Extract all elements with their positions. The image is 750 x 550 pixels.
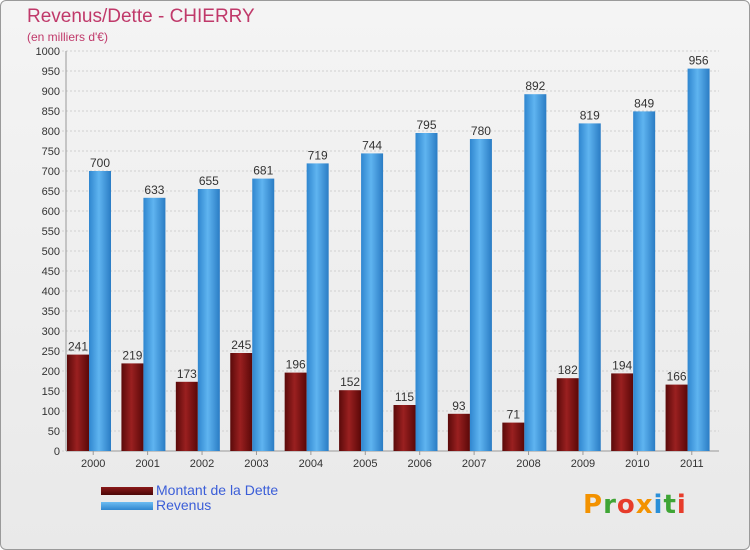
data-label-revenus: 681	[253, 164, 273, 178]
data-label-revenus: 956	[689, 54, 709, 68]
legend-swatch-revenus	[101, 502, 153, 510]
bar-revenus	[361, 153, 384, 451]
data-label-revenus: 795	[416, 118, 436, 132]
y-tick-label: 300	[42, 326, 60, 338]
data-label-revenus: 744	[362, 138, 382, 152]
data-label-dette: 196	[286, 358, 306, 372]
logo-letter: i	[653, 490, 664, 520]
y-tick-label: 1000	[36, 46, 60, 58]
data-label-dette: 182	[558, 363, 578, 377]
x-tick-label: 2002	[190, 458, 214, 470]
x-tick-label: 2006	[407, 458, 431, 470]
data-label-dette: 194	[612, 358, 632, 372]
chart-subtitle: (en milliers d'€)	[27, 30, 108, 44]
data-label-revenus: 655	[199, 174, 219, 188]
bar-revenus	[469, 139, 492, 451]
data-label-dette: 245	[231, 338, 251, 352]
legend-label-debt: Montant de la Dette	[156, 482, 279, 498]
y-tick-label: 400	[42, 286, 60, 298]
y-tick-label: 250	[42, 346, 60, 358]
bar-revenus	[143, 197, 166, 451]
x-tick-label: 2003	[244, 458, 268, 470]
data-label-revenus: 633	[144, 183, 164, 197]
bar-dette	[284, 372, 307, 451]
bar-dette	[447, 413, 470, 451]
bar-dette	[393, 405, 416, 451]
bar-dette	[502, 422, 525, 451]
bar-dette	[339, 390, 362, 451]
logo-letter: i	[676, 490, 687, 520]
logo-letter: r	[603, 490, 617, 520]
bar-dette	[611, 373, 634, 451]
legend-swatch-debt	[101, 487, 153, 495]
data-label-dette: 71	[507, 408, 521, 422]
y-tick-label: 750	[42, 146, 60, 158]
bar-dette	[121, 363, 144, 451]
logo-letter: o	[616, 490, 636, 520]
y-tick-label: 900	[42, 86, 60, 98]
y-tick-label: 850	[42, 106, 60, 118]
x-tick-label: 2009	[571, 458, 595, 470]
bar-revenus	[252, 178, 275, 451]
x-tick-label: 2010	[625, 458, 649, 470]
logo-letter: P	[583, 490, 604, 520]
data-label-revenus: 719	[308, 148, 328, 162]
data-label-dette: 173	[177, 367, 197, 381]
bar-dette	[665, 384, 688, 451]
bar-revenus	[306, 163, 329, 451]
y-tick-label: 450	[42, 266, 60, 278]
y-tick-label: 800	[42, 126, 60, 138]
logo-letter: t	[663, 490, 677, 520]
y-tick-label: 200	[42, 366, 60, 378]
bar-dette	[230, 353, 253, 451]
bar-revenus	[524, 94, 547, 451]
x-tick-label: 2011	[680, 458, 704, 470]
chart-title: Revenus/Dette - CHIERRY	[27, 6, 255, 27]
y-tick-label: 0	[54, 446, 60, 458]
bar-dette	[556, 378, 579, 451]
y-tick-label: 500	[42, 246, 60, 258]
data-label-dette: 93	[452, 399, 466, 413]
proxiti-logo: Proxiti	[583, 490, 687, 520]
y-tick-label: 950	[42, 66, 60, 78]
x-tick-label: 2005	[353, 458, 377, 470]
x-tick-label: 2008	[516, 458, 540, 470]
data-label-dette: 166	[667, 370, 687, 384]
y-tick-label: 550	[42, 226, 60, 238]
y-tick-label: 700	[42, 166, 60, 178]
legend-label-revenus: Revenus	[156, 497, 212, 513]
y-tick-label: 50	[48, 426, 60, 438]
data-label-revenus: 780	[471, 124, 491, 138]
logo-letter: x	[635, 490, 654, 520]
bar-dette	[175, 381, 198, 451]
data-label-dette: 219	[122, 348, 142, 362]
x-tick-label: 2000	[81, 458, 105, 470]
bar-revenus	[633, 111, 656, 452]
y-tick-label: 600	[42, 206, 60, 218]
data-label-dette: 115	[395, 390, 414, 404]
y-tick-label: 350	[42, 306, 60, 318]
data-label-revenus: 700	[90, 156, 110, 170]
bar-revenus	[89, 171, 111, 451]
x-tick-label: 2004	[299, 458, 323, 470]
bar-revenus	[687, 68, 710, 451]
data-label-revenus: 849	[634, 96, 654, 110]
bar-revenus	[197, 189, 220, 451]
x-tick-label: 2007	[462, 458, 486, 470]
bar-dette	[67, 354, 89, 451]
y-tick-label: 650	[42, 186, 60, 198]
y-tick-label: 150	[42, 386, 60, 398]
data-label-dette: 241	[68, 340, 88, 354]
x-tick-label: 2001	[135, 458, 159, 470]
y-tick-label: 100	[42, 406, 60, 418]
data-label-revenus: 892	[525, 79, 545, 93]
bar-revenus	[415, 133, 438, 451]
data-label-revenus: 819	[580, 108, 600, 122]
data-label-dette: 152	[340, 375, 360, 389]
bar-revenus	[578, 123, 601, 452]
